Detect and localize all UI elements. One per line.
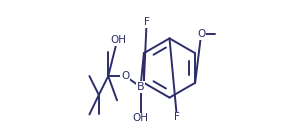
Text: B: B: [137, 82, 144, 92]
Text: O: O: [121, 71, 129, 81]
Text: F: F: [174, 112, 180, 122]
Text: O: O: [197, 29, 205, 39]
Text: OH: OH: [110, 35, 126, 45]
Text: F: F: [144, 17, 150, 27]
Text: OH: OH: [133, 113, 149, 123]
